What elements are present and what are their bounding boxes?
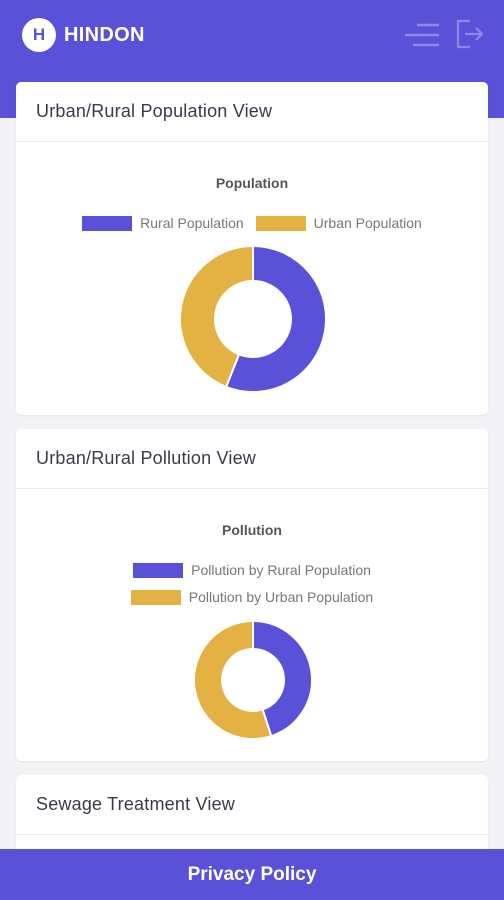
legend-label: Pollution by Rural Population [191, 562, 371, 578]
card-title: Urban/Rural Pollution View [36, 448, 256, 468]
population-donut-chart [179, 245, 327, 393]
logout-icon[interactable] [454, 18, 484, 50]
pollution-donut-chart [193, 620, 313, 740]
chart-title: Population [215, 175, 289, 191]
card-header: Sewage Treatment View [16, 775, 488, 835]
chart-title: Pollution [222, 522, 282, 538]
logo-badge: H [22, 18, 56, 52]
legend-item-rural[interactable]: Rural Population [82, 215, 244, 231]
legend-item-rural[interactable]: Pollution by Rural Population [133, 562, 371, 578]
legend-label: Rural Population [140, 215, 244, 231]
app-name: HINDON [64, 23, 145, 46]
slice-urban[interactable] [193, 620, 273, 740]
chart-legend-row-2: Pollution by Urban Population [16, 589, 488, 605]
slice-rural[interactable] [224, 245, 327, 393]
legend-item-urban[interactable]: Pollution by Urban Population [130, 589, 374, 605]
app-footer: Privacy Policy [0, 849, 504, 900]
population-card: Urban/Rural Population View Population R… [16, 82, 488, 415]
legend-label: Pollution by Urban Population [188, 589, 374, 605]
legend-item-urban[interactable]: Urban Population [255, 215, 422, 231]
legend-label: Urban Population [313, 215, 422, 231]
card-title: Urban/Rural Population View [36, 101, 273, 121]
legend-swatch [133, 562, 184, 578]
card-title: Sewage Treatment View [36, 794, 235, 814]
app-header: H HINDON [0, 0, 504, 72]
chart-legend: Rural Population Urban Population [16, 215, 488, 231]
card-header: Urban/Rural Pollution View [16, 429, 488, 489]
slice-rural[interactable] [252, 620, 313, 738]
privacy-policy-link[interactable]: Privacy Policy [187, 863, 317, 885]
hamburger-icon[interactable] [404, 20, 440, 50]
legend-swatch [255, 215, 306, 231]
app-logo[interactable]: H HINDON [22, 18, 145, 52]
legend-swatch [82, 215, 133, 231]
pollution-card: Urban/Rural Pollution View Pollution Pol… [16, 429, 488, 761]
card-header: Urban/Rural Population View [16, 82, 488, 142]
chart-legend-row-1: Pollution by Rural Population [16, 562, 488, 578]
legend-swatch [130, 589, 181, 605]
slice-urban[interactable] [179, 245, 254, 389]
